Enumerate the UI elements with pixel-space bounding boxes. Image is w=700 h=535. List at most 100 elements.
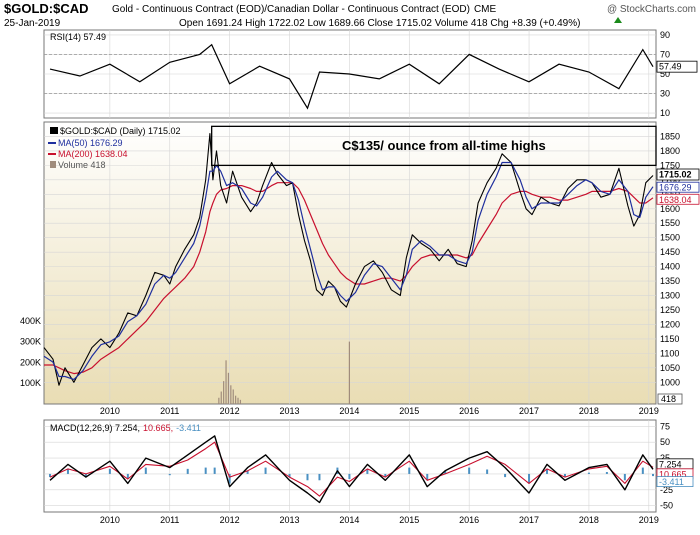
- macd-histogram-bar: [108, 468, 111, 474]
- volume-bar: [348, 341, 351, 404]
- price-legend: $GOLD:$CAD (Daily) 1715.02 MA(50) 1676.2…: [48, 126, 181, 170]
- y-tick-label: 50: [660, 69, 670, 79]
- macd-histogram-bar: [468, 467, 471, 474]
- volume-tick-label: 300K: [20, 337, 41, 347]
- y-tick-label: 1850: [660, 131, 680, 141]
- ma50-value: 1676.29: [659, 183, 692, 193]
- macd-histogram-bar: [348, 473, 351, 480]
- macd-histogram-bar: [641, 467, 644, 474]
- y-tick-label: 30: [660, 89, 670, 99]
- volume-tick-label: 100K: [20, 378, 41, 388]
- y-tick-label: 1100: [660, 348, 679, 358]
- signal-value: 10.665: [659, 469, 687, 479]
- macd-value: 7.254: [659, 459, 682, 469]
- stockcharts-watermark: @ StockCharts.com: [607, 4, 696, 15]
- y-tick-label: 1250: [660, 305, 680, 315]
- ma200-line: [44, 182, 654, 375]
- x-tick-label: 2010: [100, 515, 120, 525]
- x-tick-label: 2011: [160, 406, 179, 416]
- legend-price-swatch: [50, 127, 58, 134]
- y-tick-label: -25: [660, 485, 673, 495]
- legend-volume-swatch: [50, 161, 56, 168]
- x-tick-label: 2010: [100, 406, 120, 416]
- y-tick-label: 1000: [660, 377, 680, 387]
- y-tick-label: 50: [660, 437, 670, 447]
- ma200-value: 1638.04: [659, 195, 692, 205]
- macd-histogram-bar: [587, 472, 590, 474]
- x-tick-label: 2015: [399, 406, 419, 416]
- volume-bar: [237, 397, 239, 404]
- x-tick-label: 2018: [579, 515, 599, 525]
- y-tick-label: 1500: [660, 233, 680, 243]
- macd-histogram-bar: [504, 473, 507, 478]
- chart-description-text: Gold - Continuous Contract (EOD)/Canadia…: [112, 4, 470, 15]
- rsi-legend: RSI(14) 57.49: [50, 32, 106, 42]
- macd-histogram-bar: [168, 473, 171, 476]
- macd-legend-macd: MACD(12,26,9) 7.254,: [50, 423, 140, 433]
- macd-histogram-bar: [426, 473, 429, 481]
- up-arrow-icon: [614, 17, 622, 23]
- y-tick-label: -50: [660, 501, 673, 511]
- volume-bar: [218, 397, 220, 404]
- price-value: 1715.02: [659, 170, 692, 180]
- price-value-badge: 1715.02: [656, 168, 700, 181]
- x-tick-label: 2013: [280, 515, 300, 525]
- volume-bar: [227, 372, 230, 404]
- x-tick-label: 2014: [339, 515, 359, 525]
- macd-histogram-bar: [84, 473, 87, 478]
- x-tick-label: 2019: [639, 515, 659, 525]
- y-tick-label: 1750: [660, 160, 680, 170]
- macd-histogram-bar: [444, 470, 447, 474]
- y-tick-label: 1150: [660, 334, 679, 344]
- x-tick-label: 2019: [639, 406, 659, 416]
- macd-histogram-bar: [623, 473, 626, 481]
- y-tick-label: 1050: [660, 363, 680, 373]
- volume-bar: [220, 391, 222, 404]
- macd-histogram-bar: [204, 467, 207, 474]
- y-tick-label: 1350: [660, 276, 680, 286]
- volume-tick-label: 400K: [20, 316, 41, 326]
- volume-bar: [239, 399, 242, 404]
- macd-histogram-bar: [318, 473, 321, 481]
- volume-bar: [225, 360, 227, 404]
- macd-histogram-bar: [288, 473, 291, 478]
- x-tick-label: 2016: [459, 515, 479, 525]
- chart-description: Gold - Continuous Contract (EOD)/Canadia…: [112, 4, 496, 15]
- rsi-value: 57.49: [659, 62, 682, 72]
- ma50-value-badge: 1676.29: [656, 181, 700, 193]
- x-tick-label: 2011: [160, 515, 179, 525]
- macd-histogram-bar: [486, 469, 489, 474]
- resistance-zone-box: [211, 125, 657, 167]
- macd-legend: MACD(12,26,9) 7.254, 10.665, -3.411: [50, 423, 201, 433]
- x-tick-label: 2016: [459, 406, 479, 416]
- y-tick-label: 1300: [660, 291, 680, 301]
- x-tick-label: 2015: [399, 515, 419, 525]
- y-tick-label: 1450: [660, 247, 680, 257]
- macd-histogram-bar: [546, 469, 549, 474]
- macd-histogram-bar: [66, 469, 69, 474]
- macd-legend-signal: 10.665,: [143, 423, 173, 433]
- volume-bar: [235, 395, 237, 404]
- macd-panel: [43, 419, 657, 513]
- macd-histogram-bar: [126, 473, 129, 479]
- x-tick-label: 2012: [220, 515, 240, 525]
- volume-value-badge: 418: [657, 393, 683, 405]
- volume-bar: [652, 403, 654, 405]
- volume-value: 418: [661, 394, 676, 404]
- hist-value: -3.411: [659, 477, 684, 487]
- volume-tick-label: 200K: [20, 357, 41, 367]
- macd-histogram-bar: [228, 473, 231, 484]
- macd-histogram-bar: [246, 470, 249, 474]
- y-tick-label: 1200: [660, 319, 680, 329]
- y-tick-label: 90: [660, 30, 670, 40]
- chart-exchange: CME: [474, 4, 497, 15]
- legend-ma50: MA(50) 1676.29: [58, 138, 123, 148]
- macd-line: [49, 435, 654, 504]
- legend-volume: Volume 418: [58, 160, 106, 170]
- y-tick-label: 1550: [660, 218, 680, 228]
- y-tick-label: 1400: [660, 262, 680, 272]
- x-tick-label: 2018: [579, 406, 599, 416]
- y-tick-label: 10: [660, 108, 670, 118]
- macd-value-badge: 7.254: [656, 458, 694, 469]
